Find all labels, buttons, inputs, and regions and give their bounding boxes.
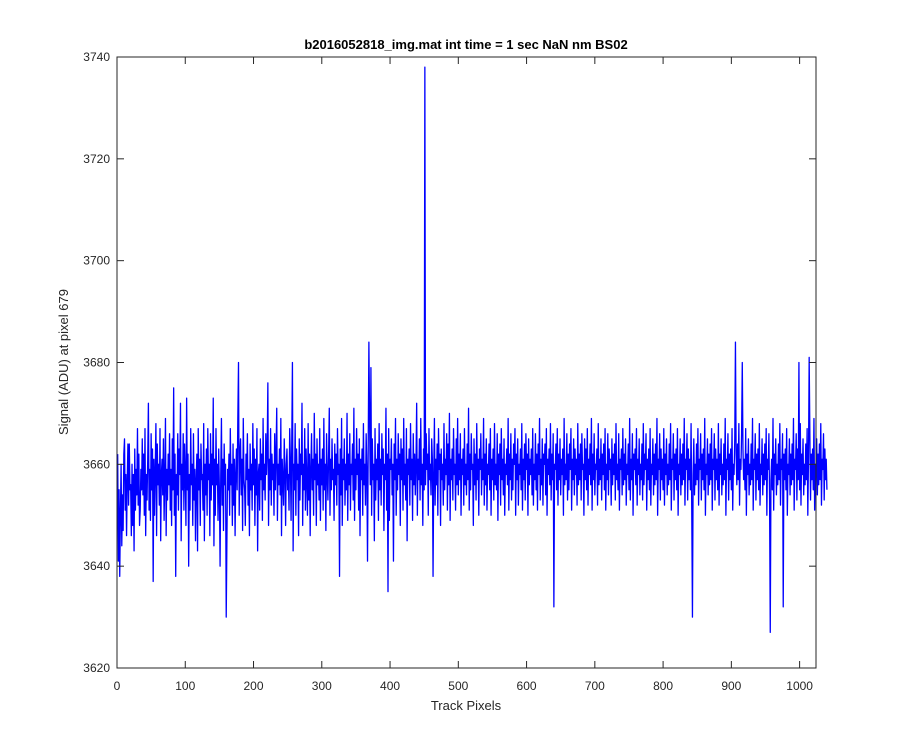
x-tick-label: 800: [653, 679, 673, 693]
x-tick-label: 600: [517, 679, 537, 693]
x-tick-label: 700: [585, 679, 605, 693]
x-tick-label: 100: [175, 679, 195, 693]
x-tick-label: 200: [244, 679, 264, 693]
x-tick-label: 300: [312, 679, 332, 693]
x-tick-label: 0: [114, 679, 121, 693]
y-axis-label: Signal (ADU) at pixel 679: [56, 289, 71, 435]
series-line-0: [117, 66, 828, 634]
y-tick-label: 3620: [83, 661, 110, 675]
x-axis: 0 100 200 300 400 500 600 700 800 900 1000: [114, 57, 813, 693]
chart-title: b2016052818_img.mat int time = 1 sec NaN…: [304, 37, 627, 52]
plot-area: [117, 57, 816, 668]
x-axis-label: Track Pixels: [431, 698, 502, 713]
y-tick-label: 3640: [83, 559, 110, 573]
y-tick-label: 3740: [83, 50, 110, 64]
series-layer: [117, 66, 828, 634]
x-tick-label: 900: [721, 679, 741, 693]
x-tick-label: 400: [380, 679, 400, 693]
x-tick-label: 500: [448, 679, 468, 693]
y-axis: 3620 3640 3660 3680 3700 3720 3740: [83, 50, 816, 675]
y-tick-label: 3660: [83, 457, 110, 471]
y-tick-label: 3700: [83, 254, 110, 268]
y-tick-label: 3720: [83, 152, 110, 166]
plot-frame: [116, 56, 817, 669]
x-tick-label: 1000: [786, 679, 813, 693]
y-tick-label: 3680: [83, 356, 110, 370]
